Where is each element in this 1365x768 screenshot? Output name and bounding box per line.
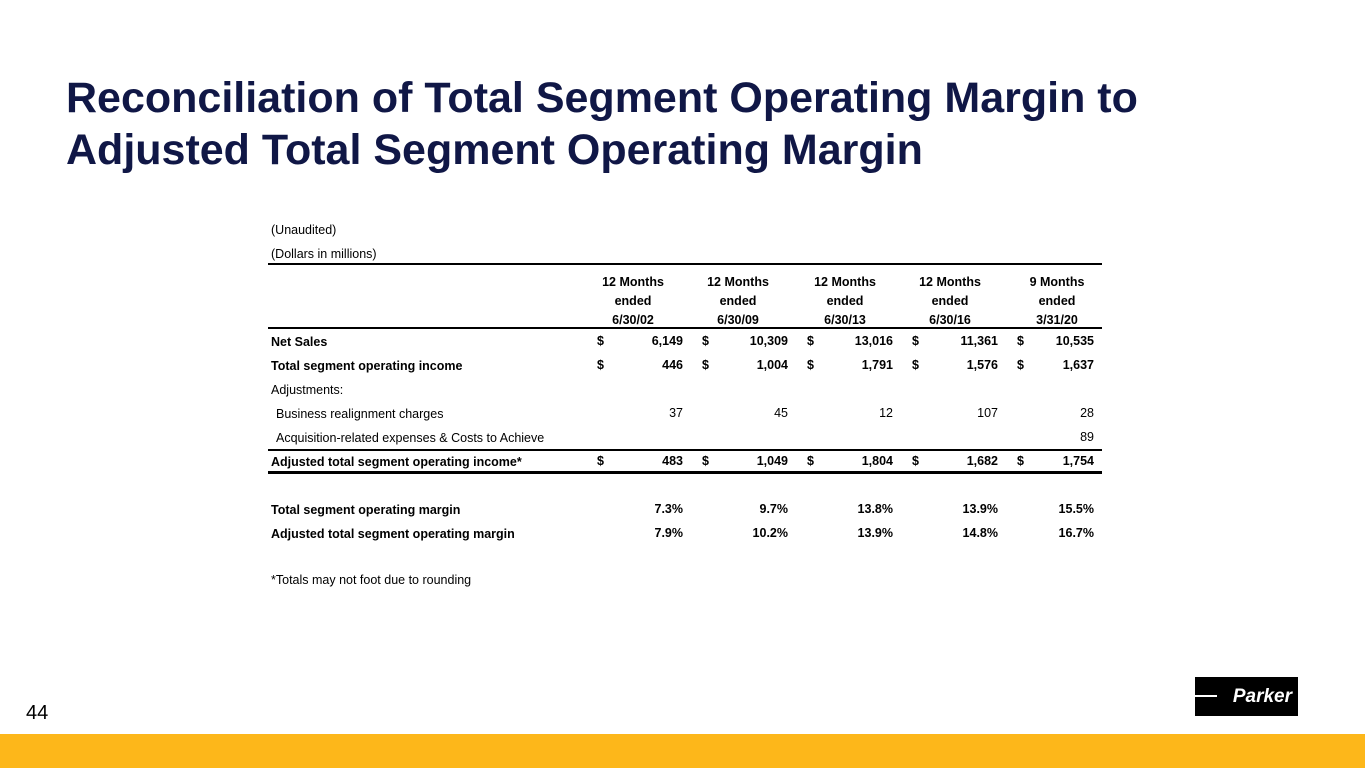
table-row: Net Sales $6,149 $10,309 $13,016 $11,361 $10,…	[0, 334, 1365, 350]
cell-value: 1,576	[966, 358, 998, 372]
row-label: Business realignment charges	[276, 407, 444, 421]
cell-value: 12	[879, 406, 893, 420]
row-label: Adjusted total segment operating margin	[271, 527, 515, 541]
cell-value: 16.7%	[1058, 526, 1094, 540]
cell-value: 446	[662, 358, 683, 372]
cell-value: 1,637	[1062, 358, 1094, 372]
divider	[268, 449, 1102, 451]
table-row: Total segment operating income $446 $1,004…	[0, 358, 1365, 374]
row-label: Total segment operating margin	[271, 503, 461, 517]
table-row: Acquisition-related expenses & Costs to …	[0, 430, 1365, 446]
cell-value: 11,361	[960, 334, 998, 348]
row-label: Adjustments:	[271, 383, 344, 397]
cell-value: 483	[662, 454, 683, 468]
cell-value: 1,804	[861, 454, 893, 468]
cell-value: 13,016	[854, 334, 893, 348]
cell-value: 13.9%	[857, 526, 893, 540]
page-title: Reconciliation of Total Segment Operatin…	[66, 74, 1138, 174]
cell-value: 45	[774, 406, 788, 420]
row-label: Acquisition-related expenses & Costs to …	[276, 431, 545, 445]
currency-symbol: $	[912, 454, 919, 468]
parker-logo: Parker	[1195, 677, 1298, 716]
cell-value: 7.9%	[654, 526, 684, 540]
currency-symbol: $	[702, 454, 709, 468]
footnote: *Totals may not foot due to rounding	[271, 573, 472, 587]
cell-value: 14.8%	[962, 526, 998, 540]
column-header: 12 Months ended 6/30/09	[707, 275, 769, 327]
currency-symbol: $	[1017, 334, 1024, 348]
cell-value: 10.2%	[752, 526, 788, 540]
cell-value: 1,682	[966, 454, 998, 468]
cell-value: 9.7%	[759, 502, 789, 516]
table-row: Adjustments:	[0, 382, 1365, 398]
cell-value: 13.8%	[857, 502, 893, 516]
column-header: 12 Months ended 6/30/02	[602, 275, 664, 327]
cell-value: 1,049	[756, 454, 788, 468]
unaudited-note: (Unaudited)	[271, 223, 337, 237]
table-row: Business realignment charges 37 45 12 107 28	[0, 406, 1365, 422]
row-label: Net Sales	[271, 335, 328, 349]
divider	[268, 263, 1102, 265]
column-header: 12 Months ended 6/30/13	[814, 275, 876, 327]
table-row: Total segment operating margin 7.3% 9.7% 13…	[0, 502, 1365, 518]
cell-value: 7.3%	[654, 502, 684, 516]
currency-symbol: $	[702, 334, 709, 348]
table-row: Adjusted total segment operating income*…	[0, 454, 1365, 470]
currency-symbol: $	[597, 358, 604, 372]
divider	[268, 327, 1102, 329]
cell-value: 89	[1080, 430, 1094, 444]
cell-value: 37	[669, 406, 683, 420]
cell-value: 10,535	[1055, 334, 1094, 348]
table-row: Adjusted total segment operating margin 7…	[0, 526, 1365, 542]
cell-value: 15.5%	[1058, 502, 1094, 516]
currency-symbol: $	[912, 358, 919, 372]
row-label: Adjusted total segment operating income*	[271, 455, 522, 469]
column-header: 12 Months ended 6/30/16	[919, 275, 981, 327]
currency-symbol: $	[1017, 358, 1024, 372]
cell-value: 1,791	[861, 358, 893, 372]
row-label: Total segment operating income	[271, 359, 463, 373]
cell-value: 28	[1080, 406, 1094, 420]
currency-symbol: $	[597, 334, 604, 348]
column-header: 9 Months ended 3/31/20	[1029, 275, 1085, 327]
cell-value: 6,149	[651, 334, 683, 348]
units-note: (Dollars in millions)	[271, 247, 377, 261]
cell-value: 1,004	[756, 358, 788, 372]
currency-symbol: $	[702, 358, 709, 372]
currency-symbol: $	[807, 334, 814, 348]
cell-value: 10,309	[749, 334, 788, 348]
double-divider	[268, 471, 1102, 474]
currency-symbol: $	[912, 334, 919, 348]
page-number: 44	[26, 702, 49, 724]
cell-value: 107	[977, 406, 998, 420]
currency-symbol: $	[597, 454, 604, 468]
footer-bar	[0, 734, 1365, 768]
currency-symbol: $	[807, 454, 814, 468]
currency-symbol: $	[1017, 454, 1024, 468]
currency-symbol: $	[807, 358, 814, 372]
cell-value: 13.9%	[962, 502, 998, 516]
cell-value: 1,754	[1062, 454, 1094, 468]
